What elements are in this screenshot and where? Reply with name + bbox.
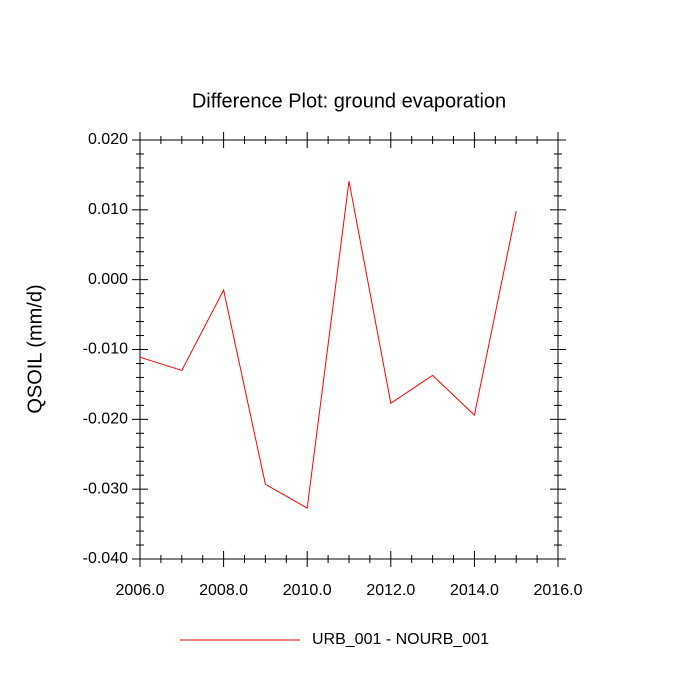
y-tick-label: 0.020 [88, 131, 128, 148]
data-line [139, 181, 517, 509]
x-tick-label: 2006.0 [116, 582, 165, 599]
y-tick-label: 0.010 [88, 201, 128, 218]
y-tick-label: -0.020 [83, 411, 128, 428]
y-tick-label: 0.000 [88, 271, 128, 288]
x-tick-label: 2014.0 [450, 582, 499, 599]
x-tick-label: 2016.0 [534, 582, 583, 599]
y-tick-label: -0.010 [83, 341, 128, 358]
y-tick-label: -0.040 [83, 550, 128, 567]
plot-frame [139, 139, 559, 560]
legend-label: URB_001 - NOURB_001 [312, 631, 489, 648]
y-tick-label: -0.030 [83, 480, 128, 497]
x-tick-label: 2008.0 [199, 582, 248, 599]
y-axis-label: QSOIL (mm/d) [24, 284, 46, 413]
x-tick-label: 2012.0 [366, 582, 415, 599]
x-tick-label: 2010.0 [283, 582, 332, 599]
chart-title: Difference Plot: ground evaporation [192, 90, 506, 112]
